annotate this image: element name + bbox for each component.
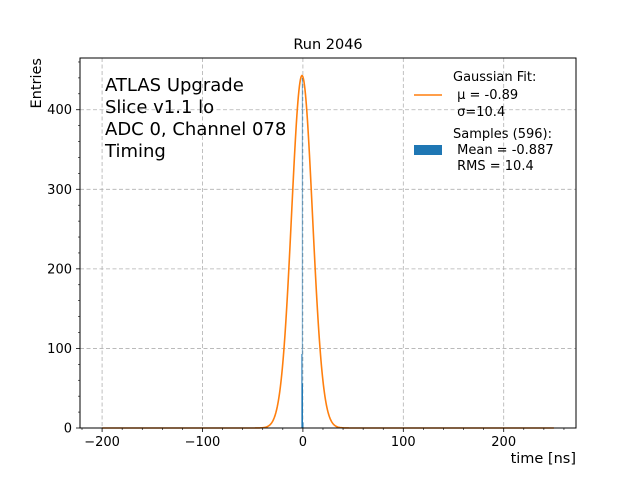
annotation-line-3: ADC 0, Channel 078: [105, 119, 286, 140]
y-axis-label: Entries: [29, 58, 45, 109]
legend-fit-line-3: σ=10.4: [453, 105, 505, 120]
axis-ticks: −200 −100 0 100 200 0 100 200 300 400: [47, 61, 565, 450]
y-tick-label: 0: [64, 422, 72, 437]
legend-hist-line-3: RMS = 10.4: [453, 159, 534, 174]
annotation-line-4: Timing: [104, 141, 166, 162]
y-tick-label: 100: [47, 342, 72, 357]
x-tick-label: 200: [491, 435, 516, 450]
plot-area: [80, 58, 576, 428]
y-tick-label: 200: [47, 262, 72, 277]
legend-fit-line-1: Gaussian Fit:: [453, 70, 536, 85]
y-tick-label: 300: [47, 183, 72, 198]
histogram-bar: [301, 354, 302, 428]
x-tick-label: 100: [391, 435, 416, 450]
x-tick-label: −200: [84, 435, 120, 450]
histogram-bar: [302, 383, 303, 428]
legend-histogram-swatch: [414, 145, 442, 155]
x-axis-label: time [ns]: [511, 451, 576, 467]
histogram-bar: [302, 422, 304, 428]
y-tick-label: 400: [47, 103, 72, 118]
histogram-bars: [301, 77, 304, 429]
x-tick-label: 0: [299, 435, 307, 450]
annotation-line-2: Slice v1.1 lo: [105, 97, 214, 118]
x-tick-label: −100: [185, 435, 221, 450]
chart-title: Run 2046: [293, 37, 362, 53]
legend-hist-line-2: Mean = -0.887: [453, 143, 554, 158]
annotation-text: ATLAS Upgrade Slice v1.1 lo ADC 0, Chann…: [104, 75, 286, 162]
legend: Gaussian Fit: μ = -0.89 σ=10.4 Samples (…: [414, 70, 554, 174]
legend-fit-line-2: μ = -0.89: [453, 88, 518, 103]
histogram-bar: [301, 77, 303, 429]
annotation-line-1: ATLAS Upgrade: [105, 75, 244, 96]
axes-frame: [79, 57, 577, 429]
legend-hist-line-1: Samples (596):: [453, 127, 552, 142]
